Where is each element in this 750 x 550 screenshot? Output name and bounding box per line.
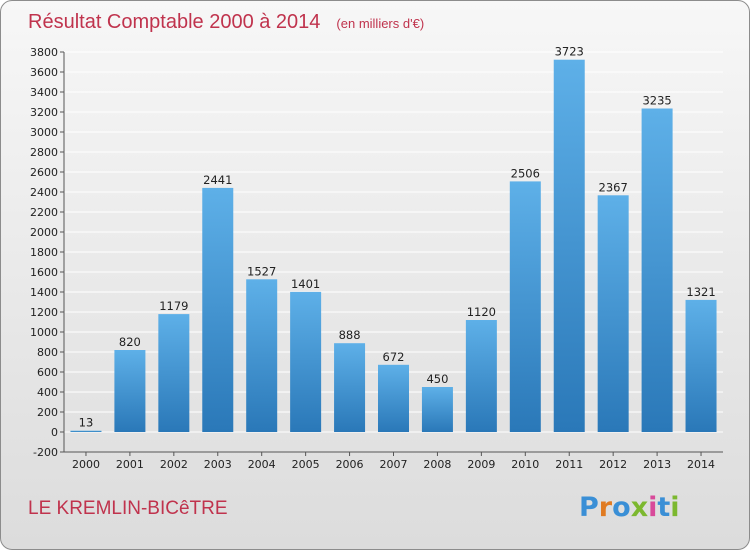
x-axis-ticks: 2000 2001 2002 2003 2004 2005 2006 2007 2008 2009… [72, 452, 715, 471]
y-tick-label: 3400 [30, 86, 58, 99]
y-tick-label: 1800 [30, 246, 58, 259]
x-tick-label-2009: 2009 [467, 458, 495, 471]
bar-2000 [70, 430, 102, 432]
data-label-2013: 3235 [642, 94, 671, 108]
x-tick-label-2006: 2006 [336, 458, 364, 471]
x-tick-label-2004: 2004 [248, 458, 276, 471]
data-label-2004: 1527 [247, 264, 276, 278]
bar-2007 [378, 364, 409, 432]
bar-2006 [334, 343, 366, 432]
y-tick-label: 3200 [30, 106, 58, 119]
chart-title: Résultat Comptable 2000 à 2014 (en milli… [28, 11, 424, 33]
y-tick-label: 1000 [30, 326, 58, 339]
data-label-2002: 1179 [159, 299, 188, 313]
y-tick-label: 2800 [30, 146, 58, 159]
x-tick-label-2008: 2008 [423, 458, 451, 471]
bar-2010 [509, 181, 541, 432]
data-label-2007: 672 [383, 350, 405, 364]
data-label-2006: 888 [339, 328, 361, 342]
data-label-2010: 2506 [511, 166, 540, 180]
data-label-2011: 3723 [555, 45, 584, 59]
y-tick-label: 400 [37, 386, 58, 399]
y-tick-label: 1600 [30, 266, 58, 279]
bar-2005 [290, 291, 322, 432]
y-tick-label: 2200 [30, 206, 58, 219]
y-tick-label: 800 [37, 346, 58, 359]
x-tick-label-2002: 2002 [160, 458, 188, 471]
y-tick-label: 2600 [30, 166, 58, 179]
bar-2013 [641, 108, 673, 432]
y-tick-label: 3600 [30, 66, 58, 79]
x-tick-label-2003: 2003 [204, 458, 232, 471]
chart-title-main: Résultat Comptable 2000 à 2014 [28, 11, 320, 33]
x-tick-label-2005: 2005 [292, 458, 320, 471]
y-tick-label: 600 [37, 366, 58, 379]
x-tick-label-2010: 2010 [511, 458, 539, 471]
y-tick-label: 1200 [30, 306, 58, 319]
x-tick-label-2007: 2007 [380, 458, 408, 471]
chart-subtitle: (en milliers d'€) [336, 16, 424, 31]
data-labels: 13 820 1179 2441 1527 1401 888 672 450 1120 2506 37… [79, 45, 716, 430]
bars [70, 59, 717, 432]
y-tick-label: 0 [51, 426, 58, 439]
x-tick-label-2000: 2000 [72, 458, 100, 471]
data-label-2009: 1120 [467, 305, 496, 319]
bar-2008 [421, 387, 453, 432]
data-label-2005: 1401 [291, 277, 320, 291]
x-tick-label-2014: 2014 [687, 458, 715, 471]
bar-2003 [202, 187, 234, 432]
data-label-2000: 13 [79, 416, 94, 430]
y-tick-label: 2000 [30, 226, 58, 239]
city-name: LE KREMLIN-BICêTRE [28, 498, 228, 519]
bar-2004 [246, 279, 278, 432]
data-label-2001: 820 [119, 335, 141, 349]
bar-2011 [553, 59, 585, 432]
proxiti-logo: Proxiti [579, 492, 680, 523]
bar-2009 [465, 320, 497, 432]
x-tick-label-2013: 2013 [643, 458, 671, 471]
y-tick-label: 2400 [30, 186, 58, 199]
data-label-2014: 1321 [686, 285, 715, 299]
x-tick-label-2011: 2011 [555, 458, 583, 471]
y-tick-label: 1400 [30, 286, 58, 299]
data-label-2003: 2441 [203, 173, 232, 187]
y-tick-label: 3800 [30, 46, 58, 59]
bar-2012 [597, 195, 629, 432]
y-tick-label: 200 [37, 406, 58, 419]
x-tick-label-2001: 2001 [116, 458, 144, 471]
x-tick-label-2012: 2012 [599, 458, 627, 471]
data-label-2008: 450 [426, 372, 448, 386]
bar-2014 [685, 299, 717, 432]
bar-2002 [158, 314, 190, 432]
y-tick-label: -200 [33, 446, 58, 459]
bar-2001 [114, 350, 146, 432]
y-tick-label: 3000 [30, 126, 58, 139]
data-label-2012: 2367 [599, 180, 628, 194]
